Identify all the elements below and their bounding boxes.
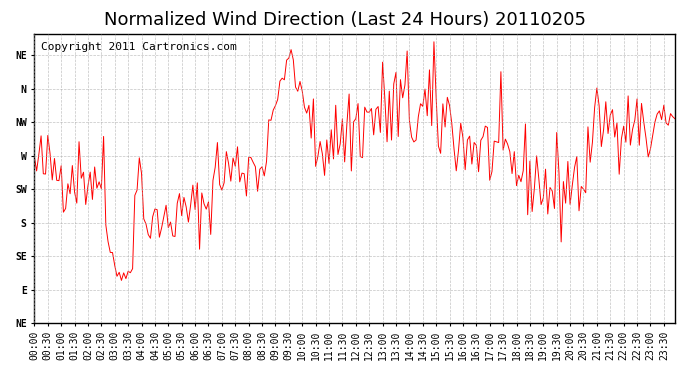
Text: Copyright 2011 Cartronics.com: Copyright 2011 Cartronics.com <box>41 42 237 52</box>
Text: Normalized Wind Direction (Last 24 Hours) 20110205: Normalized Wind Direction (Last 24 Hours… <box>104 11 586 29</box>
